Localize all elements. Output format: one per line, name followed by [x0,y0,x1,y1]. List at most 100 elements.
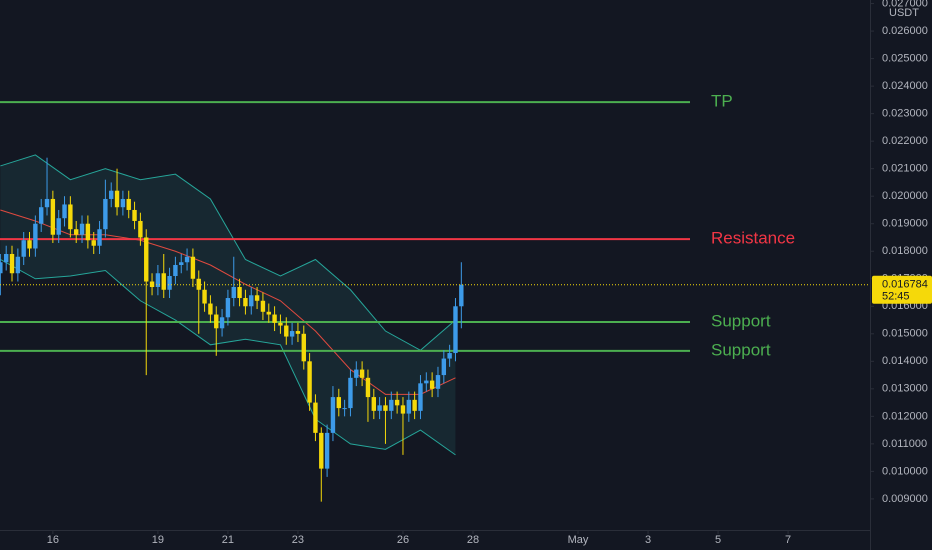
level-label: Support [711,311,771,330]
candle-body [301,333,306,362]
y-tick-label: 0.019000 [882,218,928,230]
candle-body [389,399,394,411]
candle-body [144,237,149,282]
y-tick-label: 0.011000 [882,438,927,450]
candle-body [260,300,266,312]
last-price-box [872,275,932,304]
candle-body [68,204,73,230]
candle-body [359,369,365,378]
candle-body [179,262,184,265]
y-tick-label: 0.010000 [882,465,928,477]
candle-body [237,287,242,299]
candle-body [453,306,458,354]
candle-body [272,314,277,323]
candle-body [249,295,254,307]
candle-body [313,402,318,433]
candle-body [202,289,207,304]
candle-body [132,209,137,221]
candle-body [33,223,38,249]
candle-body [394,399,400,406]
candle-body [114,190,120,208]
candle-body [225,298,231,318]
candle-body [336,397,341,409]
overlay-line [0,154,456,351]
y-tick-label: 0.020000 [882,190,928,202]
x-tick-label: 16 [47,534,59,546]
candle-body [278,322,283,326]
candle-body [324,432,330,469]
candle-body [214,314,219,329]
candle-body [307,361,312,403]
countdown-label: 52:45 [882,291,910,303]
candle-body [348,377,353,409]
candle-body [231,287,236,299]
candle-body [85,223,91,241]
candle-body [424,380,429,384]
candle-body [418,383,423,411]
candle-body [243,298,248,307]
candle-body [295,331,301,334]
x-tick-label: May [568,534,589,546]
candle-body [103,198,108,230]
candle-body [39,207,44,224]
y-tick-label: 0.009000 [882,493,928,505]
x-tick-label: 23 [292,534,304,546]
candle-body [284,325,289,337]
x-tick-label: 26 [397,534,409,546]
candle-body [62,204,67,219]
candle-body [173,265,178,277]
candle-body [190,256,196,279]
candle-body [167,276,172,290]
candle-body [91,240,96,246]
y-tick-label: 0.014000 [882,355,928,367]
candle-body [289,331,295,337]
candle-body [266,311,271,315]
candle-body [120,198,126,208]
candle-body [412,399,417,411]
candle-body [406,399,412,414]
candle-body [377,405,382,411]
y-tick-label: 0.013000 [882,383,928,395]
candle-body [319,432,324,469]
candle-body [3,253,9,263]
candle-body [219,317,225,329]
candle-body [74,229,79,235]
candle-body [155,273,161,288]
candle-body [383,405,388,411]
candle-body [0,262,3,274]
y-tick-label: 0.027000 [882,0,928,9]
candle-body [447,353,452,359]
candle-body [27,240,32,249]
candle-body [56,218,61,235]
x-tick-label: 28 [467,534,479,546]
candle-body [429,380,435,389]
level-label: Resistance [711,229,795,248]
last-price-label: 0.016784 [882,279,928,291]
y-tick-label: 0.023000 [882,108,928,120]
x-tick-label: 5 [715,534,721,546]
y-tick-label: 0.024000 [882,80,928,92]
candle-body [208,303,213,315]
candle-body [21,240,26,257]
candle-body [44,198,50,208]
y-tick-label: 0.018000 [882,245,928,257]
candle-body [371,397,377,411]
x-tick-label: 19 [152,534,164,546]
candle-body [9,253,15,274]
x-tick-label: 3 [645,534,651,546]
candle-body [50,198,56,235]
level-label: Support [711,340,771,359]
x-tick-label: 7 [785,534,791,546]
candle-body [109,190,114,199]
candle-body [330,397,336,433]
candle-body [161,273,166,290]
candle-body [149,281,155,288]
candle-body [365,377,371,398]
candle-body [342,408,347,410]
currency-label: USDT [889,7,919,19]
candle-body [459,284,464,307]
x-tick-label: 21 [222,534,234,546]
level-label: TP [711,92,733,111]
candle-body [400,405,406,414]
